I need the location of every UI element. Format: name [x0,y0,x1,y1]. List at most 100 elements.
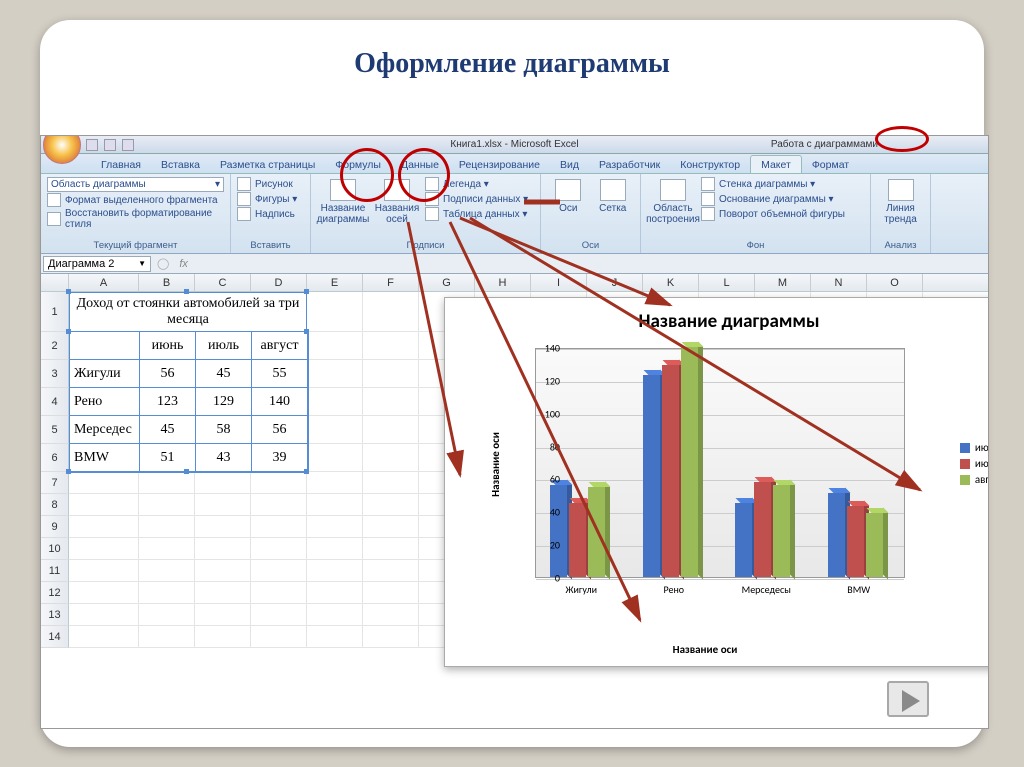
cell[interactable] [251,604,307,626]
col-header[interactable]: O [867,274,923,291]
row-header[interactable]: 8 [41,494,69,516]
cell[interactable] [363,604,419,626]
cell[interactable] [69,626,139,648]
chart-element-dropdown[interactable]: Область диаграммы▾ [47,177,224,192]
row-header[interactable]: 7 [41,472,69,494]
cell[interactable] [251,472,307,494]
cell[interactable] [195,538,251,560]
cell[interactable] [363,416,419,444]
btn-textbox[interactable]: Надпись [237,207,304,221]
btn-3d-rotation[interactable]: Поворот объемной фигуры [701,207,864,221]
row-header[interactable]: 14 [41,626,69,648]
cell[interactable] [139,626,195,648]
cell[interactable] [363,516,419,538]
col-header[interactable]: A [69,274,139,291]
cell[interactable] [69,494,139,516]
col-header[interactable]: J [587,274,643,291]
col-header[interactable]: L [699,274,755,291]
cell[interactable] [363,360,419,388]
cell[interactable] [195,582,251,604]
cell[interactable] [307,388,363,416]
cell[interactable] [139,516,195,538]
cell[interactable] [307,538,363,560]
btn-legend[interactable]: Легенда ▾ [425,177,534,191]
col-header[interactable]: H [475,274,531,291]
cell[interactable] [251,494,307,516]
cell[interactable] [307,582,363,604]
ribbon-tab-Рецензирование[interactable]: Рецензирование [449,156,550,173]
btn-gridlines[interactable]: Сетка [592,177,635,237]
col-header[interactable]: K [643,274,699,291]
row-header[interactable]: 4 [41,388,69,416]
ribbon-tab-Разработчик[interactable]: Разработчик [589,156,670,173]
ribbon-tab-Формат[interactable]: Формат [802,156,859,173]
cell[interactable] [251,538,307,560]
cell[interactable] [195,626,251,648]
col-header[interactable]: D [251,274,307,291]
ribbon-tab-Формулы[interactable]: Формулы [325,156,391,173]
cell[interactable] [363,444,419,472]
cell[interactable] [363,292,419,332]
cell[interactable] [363,472,419,494]
cell[interactable] [195,560,251,582]
cell[interactable] [363,626,419,648]
cell[interactable] [307,332,363,360]
fx-icon[interactable]: fx [173,258,194,270]
cell[interactable] [69,472,139,494]
cell[interactable] [363,582,419,604]
row-header[interactable]: 1 [41,292,69,332]
btn-chart-floor[interactable]: Основание диаграммы ▾ [701,192,864,206]
btn-chart-wall[interactable]: Стенка диаграммы ▾ [701,177,864,191]
cell[interactable] [139,494,195,516]
row-header[interactable]: 10 [41,538,69,560]
cell[interactable] [307,360,363,388]
cell[interactable] [69,560,139,582]
row-header[interactable]: 6 [41,444,69,472]
name-box[interactable]: Диаграмма 2▼ [43,256,151,272]
cell[interactable] [139,560,195,582]
ribbon-tab-Главная[interactable]: Главная [91,156,151,173]
btn-chart-title[interactable]: Название диаграммы [317,177,369,237]
cell[interactable] [139,582,195,604]
row-header[interactable]: 2 [41,332,69,360]
col-header[interactable]: M [755,274,811,291]
cell[interactable] [139,538,195,560]
ribbon-tab-Данные[interactable]: Данные [391,156,449,173]
cell[interactable] [363,388,419,416]
row-header[interactable]: 11 [41,560,69,582]
btn-trendline[interactable]: Линия тренда [877,177,924,237]
ribbon-tab-Вид[interactable]: Вид [550,156,589,173]
cell[interactable] [251,582,307,604]
btn-data-table[interactable]: Таблица данных ▾ [425,207,534,221]
chart-object[interactable]: Название диаграммы Название оси 02040608… [444,297,989,667]
col-header[interactable]: N [811,274,867,291]
row-header[interactable]: 3 [41,360,69,388]
cell[interactable] [139,472,195,494]
cell[interactable] [307,494,363,516]
cell[interactable] [307,516,363,538]
btn-axis-titles[interactable]: Названия осей [371,177,423,237]
cell[interactable] [251,626,307,648]
col-header[interactable]: G [419,274,475,291]
cell[interactable] [363,560,419,582]
btn-picture[interactable]: Рисунок [237,177,304,191]
cell[interactable] [195,494,251,516]
ribbon-tab-Вставка[interactable]: Вставка [151,156,210,173]
row-header[interactable]: 9 [41,516,69,538]
cell[interactable] [363,494,419,516]
ribbon-tab-Макет[interactable]: Макет [750,155,802,173]
ribbon-tab-Конструктор[interactable]: Конструктор [670,156,750,173]
cell[interactable] [251,516,307,538]
col-header[interactable]: C [195,274,251,291]
cell[interactable] [69,582,139,604]
row-header[interactable]: 13 [41,604,69,626]
cell[interactable] [307,560,363,582]
row-header[interactable]: 5 [41,416,69,444]
cell[interactable] [307,626,363,648]
col-header[interactable]: E [307,274,363,291]
reset-style[interactable]: Восстановить форматирование стиля [47,208,224,230]
cell[interactable] [363,332,419,360]
col-header[interactable]: F [363,274,419,291]
cell[interactable] [251,560,307,582]
cell[interactable] [363,538,419,560]
